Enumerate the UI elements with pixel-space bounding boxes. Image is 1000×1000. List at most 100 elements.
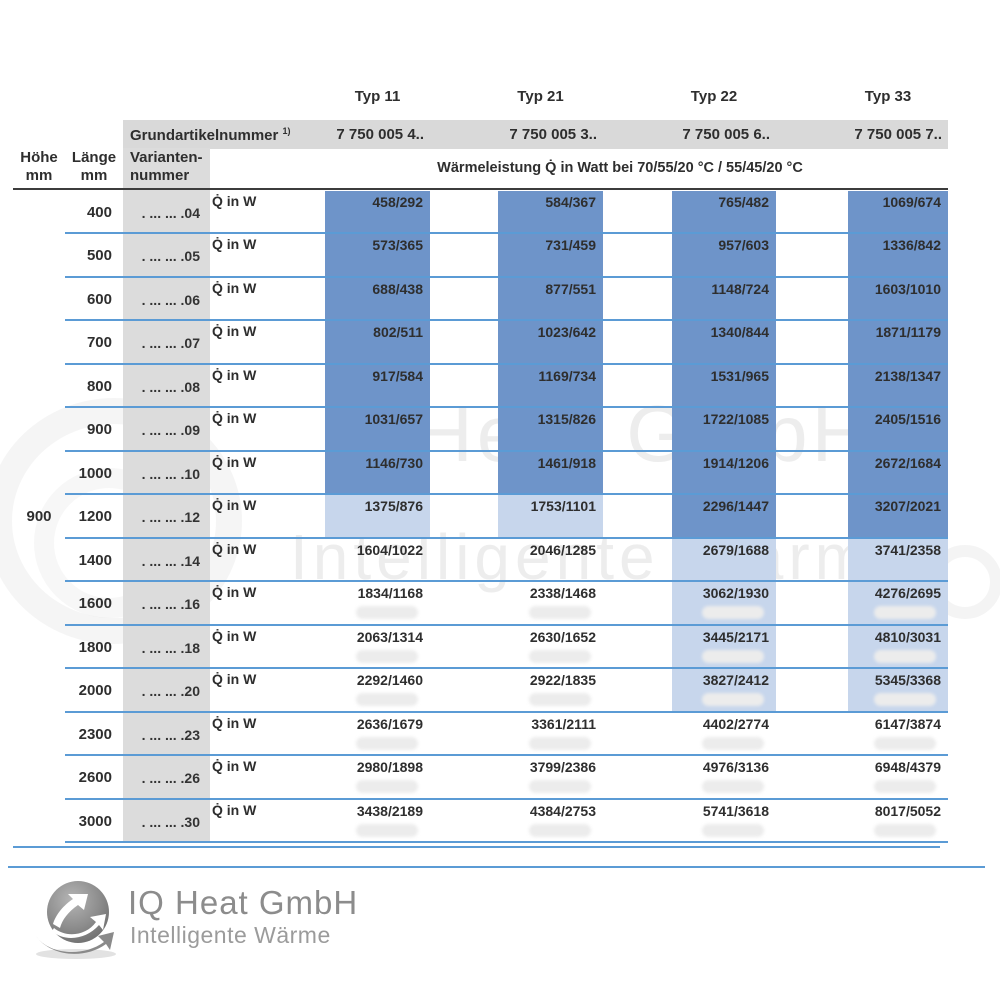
value-typ-21: 2630/1652 bbox=[498, 626, 603, 668]
column-gap bbox=[776, 365, 848, 407]
column-gap bbox=[776, 234, 848, 276]
value-typ-11: 2292/1460 bbox=[325, 669, 430, 711]
column-gap bbox=[430, 713, 498, 755]
value-typ-21: 1753/1101 bbox=[498, 495, 603, 537]
column-gap bbox=[603, 321, 672, 363]
column-gap bbox=[603, 669, 672, 711]
q-in-w-label: Q̇ in W bbox=[212, 279, 257, 296]
value-typ-11: 1375/876 bbox=[325, 495, 430, 537]
column-header-typ-22: Typ 22 bbox=[690, 88, 738, 105]
logo-company-name: IQ Heat GmbH bbox=[128, 884, 359, 921]
value-typ-22: 1914/1206 bbox=[672, 451, 776, 493]
value-typ-11: 802/511 bbox=[325, 321, 430, 363]
variantennummer-cell: . ... ... .04 bbox=[141, 204, 200, 221]
column-gap bbox=[776, 582, 848, 624]
q-in-w-label: Q̇ in W bbox=[212, 584, 257, 600]
table-body: 400 . ... ... .04 Q̇ in W 458/292 584/36… bbox=[65, 190, 948, 843]
variantennummer-cell: . ... ... .16 bbox=[141, 596, 200, 612]
column-gap bbox=[430, 191, 498, 233]
value-typ-33: 2405/1516 bbox=[848, 408, 948, 450]
laenge-cell: 500 bbox=[86, 247, 112, 264]
value-typ-11: 2636/1679 bbox=[325, 713, 430, 755]
waermeleistung-header: Wärmeleistung Q̇ in Watt bei 70/55/20 °C… bbox=[437, 160, 803, 176]
value-typ-11: 1031/657 bbox=[325, 408, 430, 450]
column-gap bbox=[603, 365, 672, 407]
value-typ-33: 1069/674 bbox=[848, 190, 948, 232]
q-in-w-label: Q̇ in W bbox=[212, 497, 257, 513]
laenge-cell: 1400 bbox=[78, 551, 112, 569]
column-gap bbox=[603, 191, 672, 233]
column-gap bbox=[603, 452, 672, 494]
table-row: 400 . ... ... .04 Q̇ in W 458/292 584/36… bbox=[65, 190, 948, 234]
value-typ-33: 1603/1010 bbox=[848, 277, 948, 319]
column-header-variantennummer: Varianten-nummer bbox=[130, 149, 203, 184]
variantennummer-cell: . ... ... .08 bbox=[141, 378, 200, 395]
value-typ-22: 1148/724 bbox=[672, 277, 776, 319]
table-bottom-line bbox=[13, 846, 940, 848]
column-header-typ-11: Typ 11 bbox=[354, 88, 401, 105]
laenge-cell: 1800 bbox=[78, 638, 112, 656]
table-row: 1800 . ... ... .18 Q̇ in W 2063/1314 263… bbox=[65, 625, 948, 669]
value-typ-22: 765/482 bbox=[672, 190, 776, 232]
laenge-cell: 900 bbox=[86, 421, 112, 438]
column-gap bbox=[430, 408, 498, 450]
value-typ-22: 3445/2171 bbox=[672, 625, 776, 667]
column-gap bbox=[603, 495, 672, 537]
value-typ-33: 6948/4379 bbox=[848, 756, 948, 798]
q-in-w-label: Q̇ in W bbox=[212, 410, 257, 426]
value-typ-22: 3062/1930 bbox=[672, 582, 776, 624]
value-typ-21: 2338/1468 bbox=[498, 582, 603, 624]
table-row: 1200 . ... ... .12 Q̇ in W 1375/876 1753… bbox=[65, 495, 948, 539]
column-gap bbox=[430, 669, 498, 711]
column-gap bbox=[430, 365, 498, 407]
value-typ-33: 8017/5052 bbox=[848, 800, 948, 842]
value-typ-33: 4810/3031 bbox=[848, 625, 948, 667]
column-header-typ-21: Typ 21 bbox=[517, 88, 564, 105]
value-typ-11: 2980/1898 bbox=[325, 756, 430, 798]
value-typ-22: 3827/2412 bbox=[672, 669, 776, 711]
hoehe-value: 900 bbox=[26, 508, 52, 525]
value-typ-21: 2922/1835 bbox=[498, 669, 603, 711]
column-gap bbox=[776, 321, 848, 363]
column-gap bbox=[430, 234, 498, 276]
watermark-text-line1: Heat GmbH bbox=[415, 389, 874, 478]
laenge-cell: 3000 bbox=[78, 812, 112, 830]
column-gap bbox=[430, 278, 498, 320]
value-typ-33: 3741/2358 bbox=[848, 538, 948, 580]
column-gap bbox=[603, 713, 672, 755]
footer-divider-line bbox=[8, 866, 985, 868]
value-typ-22: 4402/2774 bbox=[672, 713, 776, 755]
column-gap bbox=[430, 495, 498, 537]
column-gap bbox=[776, 278, 848, 320]
value-typ-33: 3207/2021 bbox=[848, 495, 948, 537]
column-gap bbox=[603, 756, 672, 798]
laenge-cell: 1000 bbox=[78, 464, 112, 482]
value-typ-11: 573/365 bbox=[325, 234, 430, 276]
table-row: 2300 . ... ... .23 Q̇ in W 2636/1679 336… bbox=[65, 713, 948, 756]
value-typ-21: 1315/826 bbox=[498, 408, 603, 450]
laenge-cell: 800 bbox=[86, 377, 112, 395]
table-row: 600 . ... ... .06 Q̇ in W 688/438 877/55… bbox=[65, 277, 948, 321]
column-gap bbox=[603, 626, 672, 668]
column-header-hoehe: Höhe mm bbox=[20, 149, 58, 184]
value-typ-33: 4276/2695 bbox=[848, 582, 948, 624]
column-gap bbox=[430, 800, 498, 842]
grundartikelnummer-label: Grundartikelnummer 1) bbox=[130, 126, 291, 144]
q-in-w-label: Q̇ in W bbox=[212, 366, 257, 383]
column-gap bbox=[603, 800, 672, 842]
laenge-cell: 1600 bbox=[78, 595, 112, 612]
q-in-w-label: Q̇ in W bbox=[212, 801, 257, 818]
value-typ-22: 957/603 bbox=[672, 234, 776, 276]
value-typ-21: 877/551 bbox=[498, 277, 603, 319]
laenge-cell: 700 bbox=[86, 334, 112, 351]
value-typ-11: 458/292 bbox=[325, 190, 430, 232]
value-typ-33: 6147/3874 bbox=[848, 713, 948, 755]
column-gap bbox=[430, 452, 498, 494]
table-row: 3000 . ... ... .30 Q̇ in W 3438/2189 438… bbox=[65, 800, 948, 843]
value-typ-22: 1340/844 bbox=[672, 321, 776, 363]
laenge-cell: 1200 bbox=[78, 508, 112, 525]
table-row: 900 . ... ... .09 Q̇ in W 1031/657 1315/… bbox=[65, 408, 948, 452]
table-row: 700 . ... ... .07 Q̇ in W 802/511 1023/6… bbox=[65, 321, 948, 365]
laenge-cell: 400 bbox=[86, 203, 112, 221]
